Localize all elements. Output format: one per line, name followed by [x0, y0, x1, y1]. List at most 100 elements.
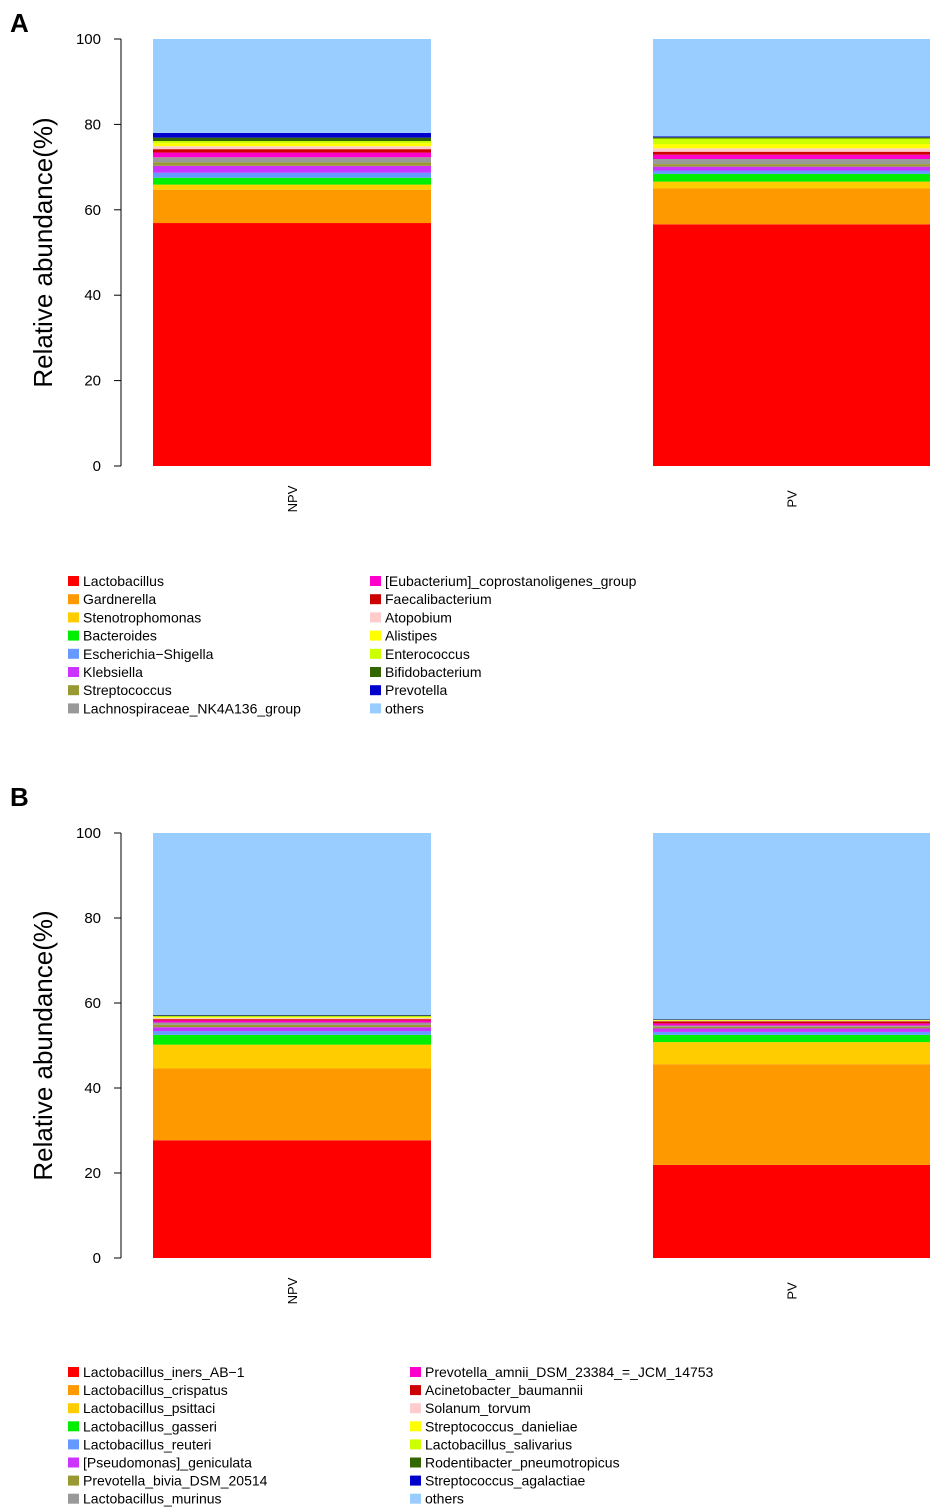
- legend-label: Prevotella_bivia_DSM_20514: [83, 1473, 268, 1489]
- bar-segment-pv-1: [653, 1064, 930, 1165]
- legend-label: Atopobium: [385, 609, 452, 625]
- legend-swatch: [68, 1403, 79, 1414]
- y-tick-label: 0: [93, 458, 101, 475]
- legend-swatch: [68, 685, 79, 696]
- legend-label: Escherichia−Shigella: [83, 646, 214, 662]
- panel-label: B: [10, 782, 29, 812]
- bar-segment-npv-6: [153, 162, 431, 166]
- legend-swatch: [68, 1385, 79, 1396]
- bar-segment-npv-4: [153, 1031, 431, 1035]
- legend-label: Lactobacillus_psittaci: [83, 1400, 215, 1416]
- bar-segment-pv-13: [653, 137, 930, 139]
- bar-segment-npv-0: [153, 1140, 431, 1258]
- bar-segment-pv-1: [653, 188, 930, 225]
- legend-label: Alistipes: [385, 628, 437, 644]
- legend-swatch: [68, 703, 79, 714]
- legend-label: Stenotrophomonas: [83, 609, 201, 625]
- y-tick-label: 60: [84, 995, 101, 1012]
- legend-label: Prevotella: [385, 682, 447, 698]
- category-label: NPV: [285, 1277, 300, 1304]
- bar-segment-pv-4: [653, 170, 930, 174]
- bar-segment-npv-14: [153, 132, 431, 138]
- legend-label: Gardnerella: [83, 591, 156, 607]
- y-tick-label: 20: [84, 373, 101, 390]
- bar-segment-npv-13: [153, 137, 431, 142]
- legend-swatch: [68, 630, 79, 641]
- bar-segment-pv-14: [653, 136, 930, 138]
- bar-segment-npv-7: [153, 157, 431, 163]
- legend-label: Lactobacillus_gasseri: [83, 1418, 217, 1434]
- legend-swatch: [410, 1493, 421, 1504]
- legend-swatch: [68, 667, 79, 677]
- y-tick-label: 40: [84, 287, 101, 304]
- bar-segment-pv-12: [653, 138, 930, 145]
- legend-label: Rodentibacter_pneumotropicus: [425, 1455, 620, 1471]
- legend-swatch: [68, 1493, 79, 1504]
- legend-label: Streptococcus_agalactiae: [425, 1473, 586, 1489]
- legend-label: Prevotella_amnii_DSM_23384_=_JCM_14753: [425, 1364, 714, 1380]
- legend-label: Faecalibacterium: [385, 591, 492, 607]
- legend-swatch: [68, 576, 79, 586]
- bar-segment-npv-11: [153, 1017, 431, 1018]
- legend-label: Klebsiella: [83, 664, 143, 680]
- legend-swatch: [68, 1475, 79, 1486]
- bar-segment-pv-0: [653, 224, 930, 466]
- legend-swatch: [410, 1403, 421, 1414]
- category-label: PV: [785, 490, 800, 508]
- legend-swatch: [370, 648, 381, 659]
- legend-label: others: [385, 700, 424, 716]
- y-tick-label: 80: [84, 116, 101, 133]
- legend-label: Lactobacillus_murinus: [83, 1491, 222, 1507]
- bar-segment-pv-8: [653, 1023, 930, 1026]
- legend-label: Solanum_torvum: [425, 1400, 531, 1416]
- y-tick-label: 60: [84, 202, 101, 219]
- bar-segment-npv-8: [153, 1020, 431, 1023]
- legend-label: Streptococcus: [83, 682, 172, 698]
- legend-swatch: [68, 1457, 79, 1468]
- bar-segment-pv-2: [653, 181, 930, 189]
- bar-segment-pv-15: [653, 39, 930, 137]
- bar-segment-pv-11: [653, 144, 930, 149]
- legend-swatch: [68, 648, 79, 659]
- bar-segment-npv-2: [153, 184, 431, 190]
- legend-swatch: [410, 1385, 421, 1396]
- legend-label: Lactobacillus_crispatus: [83, 1382, 228, 1398]
- legend-swatch: [68, 612, 79, 623]
- y-axis-label: Relative abundance(%): [28, 910, 58, 1180]
- bar-segment-pv-9: [653, 151, 930, 155]
- bar-segment-npv-1: [153, 189, 431, 224]
- bar-segment-pv-5: [653, 166, 930, 171]
- panel-label: A: [10, 8, 29, 38]
- legend-swatch: [68, 1439, 79, 1450]
- legend-swatch: [68, 1421, 79, 1432]
- bar-segment-npv-15: [153, 833, 431, 1015]
- bar-segment-npv-13: [153, 1015, 431, 1017]
- legend-swatch: [410, 1421, 421, 1432]
- bar-segment-npv-15: [153, 39, 431, 133]
- legend-label: Bacteroides: [83, 628, 157, 644]
- legend-swatch: [410, 1475, 421, 1486]
- y-axis-label: Relative abundance(%): [28, 117, 58, 387]
- bar-segment-pv-8: [653, 154, 930, 159]
- y-tick-label: 100: [76, 825, 101, 842]
- legend-swatch: [370, 667, 381, 677]
- legend-swatch: [410, 1457, 421, 1468]
- bar-segment-pv-3: [653, 1034, 930, 1043]
- bar-segment-npv-1: [153, 1068, 431, 1141]
- bar-segment-pv-3: [653, 173, 930, 182]
- legend-swatch: [68, 594, 79, 605]
- legend-swatch: [370, 594, 381, 605]
- legend-label: Lactobacillus_reuteri: [83, 1436, 211, 1452]
- bar-segment-npv-8: [153, 152, 431, 158]
- y-tick-label: 40: [84, 1080, 101, 1097]
- legend-swatch: [410, 1439, 421, 1450]
- bar-segment-npv-12: [153, 141, 431, 144]
- bar-segment-pv-7: [653, 158, 930, 165]
- category-label: NPV: [285, 485, 300, 512]
- bar-segment-npv-0: [153, 223, 431, 466]
- legend-label: Lactobacillus_salivarius: [425, 1436, 572, 1452]
- bar-segment-npv-2: [153, 1044, 431, 1069]
- legend-swatch: [370, 703, 381, 714]
- bar-segment-npv-9: [153, 149, 431, 153]
